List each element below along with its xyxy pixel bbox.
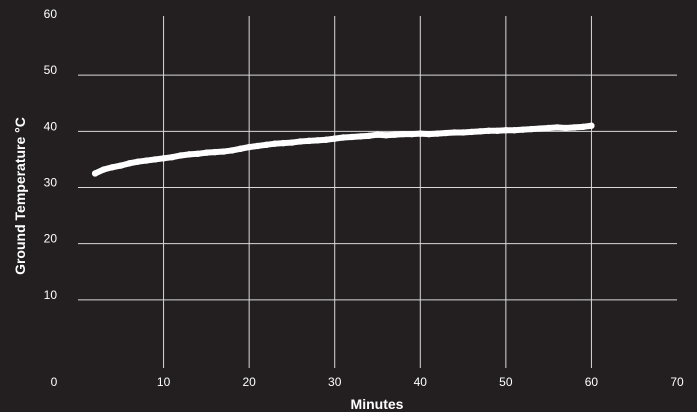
- y-tick-label: 60: [44, 7, 58, 21]
- data-point: [536, 125, 544, 132]
- x-tick-label: 40: [414, 375, 428, 389]
- data-point: [305, 137, 313, 145]
- data-point: [485, 127, 492, 134]
- data-point: [459, 129, 467, 136]
- data-point: [91, 170, 99, 177]
- data-point: [408, 130, 415, 138]
- y-axis-label: Ground Temperature °C: [12, 117, 28, 275]
- data-point: [168, 153, 176, 161]
- data-point: [322, 136, 330, 143]
- data-point: [117, 162, 124, 169]
- y-tick-label: 20: [44, 232, 58, 246]
- data-point: [297, 138, 304, 145]
- data-point: [271, 140, 279, 147]
- data-point: [100, 166, 107, 173]
- x-tick-label: 10: [157, 375, 171, 389]
- data-point: [288, 139, 296, 146]
- gridlines: [78, 16, 677, 368]
- data-point: [365, 132, 373, 140]
- data-point: [254, 142, 261, 150]
- data-point: [340, 134, 347, 141]
- data-point: [391, 131, 398, 138]
- data-point: [554, 124, 561, 131]
- data-point: [374, 131, 381, 138]
- data-point: [211, 148, 219, 156]
- data-point: [160, 155, 167, 162]
- data-point: [519, 126, 527, 133]
- data-point: [237, 145, 244, 152]
- data-point: [151, 156, 159, 163]
- data-point: [434, 130, 441, 137]
- y-tick-label: 50: [44, 63, 58, 77]
- tick-labels: 0 10 20 30 40 50 60 70 10 20 30 40 50 60: [44, 7, 684, 389]
- data-point: [579, 123, 587, 131]
- data-point: [263, 141, 270, 149]
- x-tick-label: 20: [242, 375, 256, 389]
- data-point: [143, 157, 150, 164]
- x-tick-label: 50: [499, 375, 513, 389]
- data-point: [545, 124, 552, 132]
- temperature-series-line: [92, 122, 595, 177]
- data-point: [220, 148, 227, 155]
- data-point: [399, 130, 407, 138]
- x-tick-label: 0: [51, 375, 58, 389]
- data-point: [425, 130, 433, 138]
- data-point: [357, 133, 364, 140]
- x-tick-label: 30: [328, 375, 342, 389]
- data-point: [177, 152, 184, 159]
- data-point: [331, 135, 338, 142]
- data-point: [126, 160, 133, 167]
- data-point: [228, 147, 236, 154]
- data-point: [571, 124, 578, 131]
- data-point: [203, 149, 210, 156]
- x-tick-label: 60: [585, 375, 599, 389]
- data-point: [511, 127, 518, 134]
- data-point: [468, 128, 475, 136]
- data-point: [528, 125, 535, 133]
- data-point: [186, 151, 193, 158]
- data-point: [476, 128, 484, 135]
- x-axis-label: Minutes: [351, 396, 404, 412]
- data-point: [382, 132, 390, 139]
- series-layer: [91, 122, 595, 177]
- data-point: [417, 130, 424, 137]
- data-point: [280, 139, 287, 147]
- data-point: [348, 133, 356, 141]
- y-tick-label: 40: [44, 119, 58, 133]
- y-tick-label: 30: [44, 176, 58, 190]
- data-point: [194, 150, 201, 157]
- data-point: [588, 122, 595, 129]
- data-point: [245, 143, 253, 151]
- y-tick-label: 10: [44, 288, 58, 302]
- data-point: [451, 129, 458, 136]
- data-point: [109, 164, 116, 171]
- data-point: [494, 127, 501, 134]
- data-point: [314, 137, 321, 144]
- data-point: [134, 158, 142, 165]
- data-point: [562, 124, 569, 132]
- data-point: [502, 127, 510, 134]
- data-point: [442, 129, 450, 137]
- x-tick-label: 70: [670, 375, 684, 389]
